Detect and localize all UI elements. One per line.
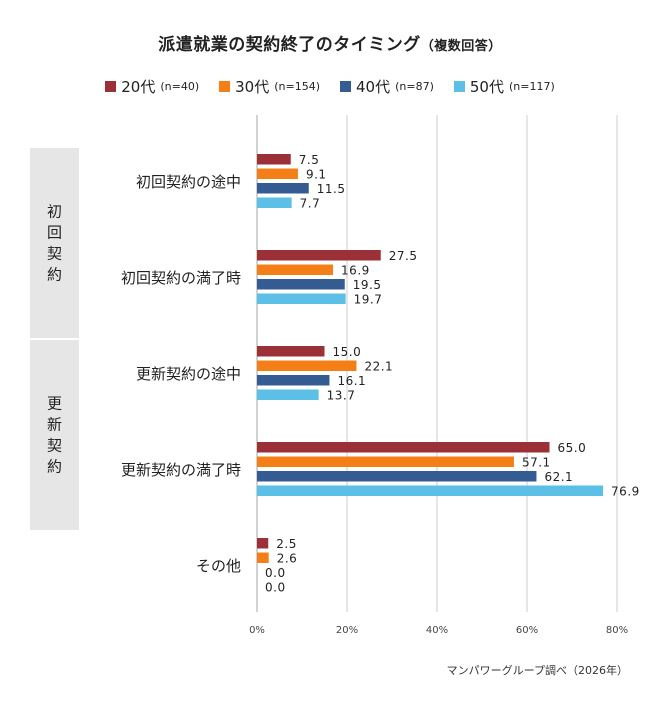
data-label: 57.1 bbox=[522, 456, 551, 470]
bar bbox=[257, 346, 325, 357]
x-tick-label: 20% bbox=[336, 625, 358, 636]
legend-label: 20代 bbox=[121, 78, 156, 96]
data-label: 11.5 bbox=[317, 182, 346, 196]
legend-label: 40代 bbox=[356, 78, 391, 96]
bar bbox=[257, 360, 357, 371]
bar bbox=[257, 279, 345, 290]
group-label: 更新契約 bbox=[47, 395, 62, 476]
data-label: 19.5 bbox=[353, 278, 382, 292]
legend-item: 30代 (n=154) bbox=[219, 76, 320, 97]
category-label: 初回契約の満了時 bbox=[121, 269, 241, 287]
category-label: 初回契約の途中 bbox=[136, 173, 241, 191]
bar bbox=[257, 375, 330, 386]
data-label: 9.1 bbox=[306, 168, 327, 182]
data-label: 19.7 bbox=[354, 293, 383, 307]
bar bbox=[257, 538, 269, 549]
data-label: 16.1 bbox=[337, 374, 366, 388]
legend-item: 50代 (n=117) bbox=[453, 76, 555, 97]
group-label: 初回契約 bbox=[47, 203, 62, 284]
legend-swatch bbox=[340, 81, 351, 92]
bar bbox=[257, 485, 604, 496]
data-label: 27.5 bbox=[389, 249, 418, 263]
bar bbox=[257, 250, 381, 261]
x-tick-label: 80% bbox=[606, 625, 628, 636]
source-note: マンパワーグループ調べ（2026年） bbox=[446, 664, 628, 677]
x-tick-label: 60% bbox=[516, 625, 538, 636]
data-label: 7.5 bbox=[299, 153, 320, 167]
chart-subtitle: （複数回答） bbox=[420, 39, 502, 54]
data-label: 65.0 bbox=[558, 441, 587, 455]
legend-swatch bbox=[453, 81, 465, 92]
legend-swatch bbox=[219, 81, 231, 92]
chart-title: 派遣就業の契約終了のタイミング（複数回答） bbox=[0, 30, 660, 55]
data-label: 22.1 bbox=[364, 360, 393, 374]
legend-label: 30代 bbox=[235, 78, 270, 96]
data-label: 2.5 bbox=[276, 537, 297, 551]
bar bbox=[257, 264, 334, 275]
bar bbox=[257, 552, 269, 563]
data-label: 76.9 bbox=[611, 485, 640, 499]
legend-item: 40代 (n=87) bbox=[340, 76, 434, 97]
data-label: 7.7 bbox=[300, 197, 321, 211]
legend-n-count: (n=40) bbox=[160, 80, 200, 93]
group-box bbox=[30, 148, 79, 338]
x-tick-label: 40% bbox=[426, 625, 448, 636]
legend-item: 20代 (n=40) bbox=[105, 76, 199, 97]
bar bbox=[257, 197, 292, 208]
bar bbox=[257, 293, 346, 304]
chart-legend: 20代 (n=40) 30代 (n=154) 40代 (n=87) 50代 (n=117) bbox=[0, 76, 660, 97]
category-label: 更新契約の満了時 bbox=[121, 461, 241, 479]
data-label: 62.1 bbox=[544, 470, 573, 484]
data-label: 16.9 bbox=[341, 264, 370, 278]
legend-n-count: (n=117) bbox=[508, 80, 555, 93]
category-label: その他 bbox=[196, 557, 241, 575]
bar bbox=[257, 471, 537, 482]
legend-swatch bbox=[105, 81, 117, 92]
bar bbox=[257, 168, 298, 179]
bar bbox=[257, 456, 514, 467]
data-label: 2.6 bbox=[277, 552, 298, 566]
bar bbox=[257, 183, 309, 194]
bar bbox=[257, 442, 550, 453]
legend-n-count: (n=87) bbox=[395, 80, 434, 93]
group-box bbox=[30, 340, 79, 530]
legend-n-count: (n=154) bbox=[274, 80, 320, 93]
chart-title-main: 派遣就業の契約終了のタイミング bbox=[158, 35, 421, 55]
data-label: 0.0 bbox=[265, 566, 286, 580]
legend-label: 50代 bbox=[469, 78, 504, 96]
data-label: 13.7 bbox=[327, 389, 356, 403]
bar bbox=[257, 389, 319, 400]
data-label: 0.0 bbox=[265, 581, 286, 595]
category-label: 更新契約の途中 bbox=[136, 365, 241, 383]
bar bbox=[257, 154, 291, 165]
x-tick-label: 0% bbox=[249, 625, 265, 636]
data-label: 15.0 bbox=[333, 345, 362, 359]
